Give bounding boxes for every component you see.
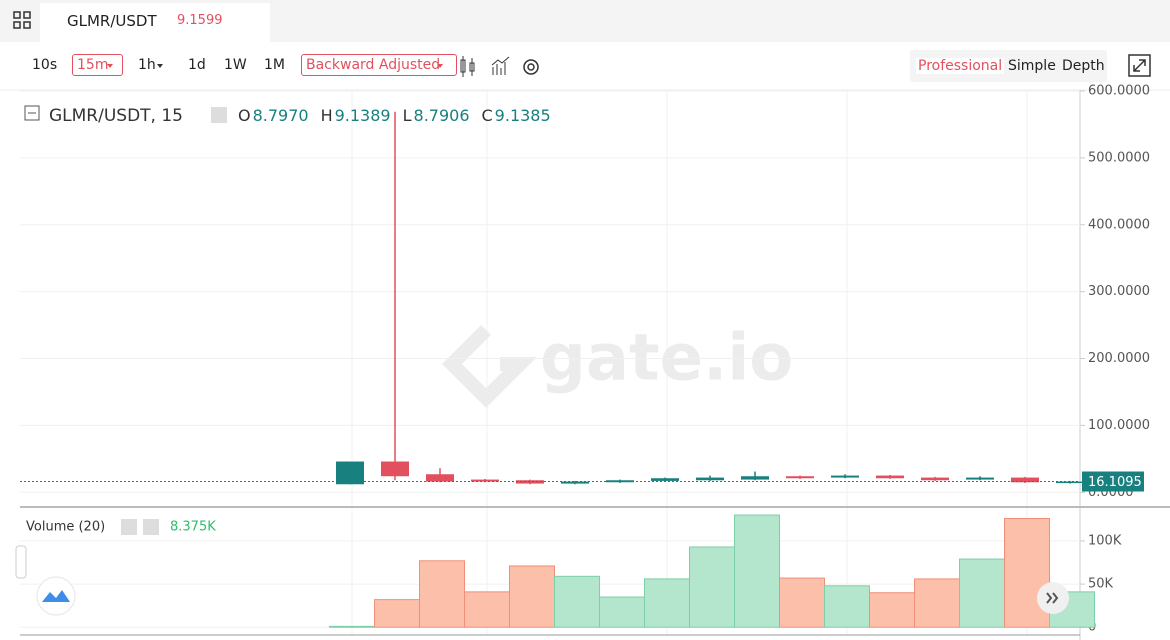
toolbar-icons[interactable]	[458, 55, 548, 79]
candle-body	[561, 481, 589, 484]
ohlc-value: 8.7906	[414, 106, 470, 125]
y-tick-label: 100K	[1088, 533, 1122, 548]
scroll-arrow	[1046, 592, 1059, 604]
candle-body	[651, 478, 679, 481]
candle-body	[471, 479, 499, 482]
ohlc-key: O	[238, 106, 251, 125]
dropdown-arrow	[107, 64, 113, 68]
logo-button[interactable]	[36, 576, 76, 616]
interval[interactable]: 1d	[188, 57, 206, 73]
volume-bar	[554, 575, 600, 628]
view-switch: Professional Simple Depth	[910, 50, 1107, 82]
interval[interactable]: 10s	[32, 57, 58, 73]
layout-icon[interactable]	[13, 11, 33, 31]
volume-bar	[329, 625, 375, 628]
time-grid	[351, 90, 1028, 635]
interval[interactable]: 1M	[264, 57, 285, 73]
view-tab[interactable]: Depth	[1062, 58, 1105, 74]
view-tab[interactable]: Professional	[916, 58, 1005, 74]
volume-bar	[734, 514, 780, 628]
candle-body	[876, 475, 904, 479]
volume-bar	[464, 591, 510, 628]
candle-body	[426, 474, 454, 482]
last-price-box	[1082, 471, 1144, 492]
candle-body	[1011, 477, 1039, 483]
tab-symbol: GLMR/USDT	[67, 12, 157, 30]
volume-last: 8.375K	[170, 520, 216, 535]
candle-body	[786, 476, 814, 479]
candle-body	[336, 461, 364, 485]
dropdown-arrow	[437, 64, 443, 68]
collapse-icon[interactable]	[24, 105, 40, 121]
chart-title: GLMR/USDT, 15	[49, 106, 183, 126]
volume-bar	[509, 565, 555, 628]
interval[interactable]: 1W	[224, 57, 247, 73]
close-icon[interactable]	[143, 519, 159, 535]
ohlc-value: 9.1385	[495, 106, 551, 125]
candle-body	[921, 477, 949, 481]
y-tick-label: 300.0000	[1088, 284, 1150, 299]
interval[interactable]: 1h	[138, 57, 156, 73]
adjust-select[interactable]: Backward Adjusted	[301, 54, 458, 76]
dropdown-arrow	[157, 64, 163, 68]
volume-bar	[959, 558, 1005, 628]
fullscreen-icon[interactable]	[1128, 54, 1152, 78]
y-tick-label: 100.0000	[1088, 418, 1150, 433]
volume-bar	[869, 592, 915, 628]
scroll-button[interactable]	[1037, 582, 1069, 614]
volume-bar	[374, 599, 420, 628]
symbol-tab[interactable]: GLMR/USDT 9.1599	[40, 3, 270, 42]
candle-body	[831, 475, 859, 478]
interval-selected[interactable]: 15m	[72, 54, 124, 76]
volume-bar	[914, 578, 960, 628]
y-tick-label: 500.0000	[1088, 150, 1150, 165]
settings-icon[interactable]	[211, 107, 227, 123]
ohlc-legend: O 8.7970 H 9.1389 L 8.7906 C 9.1385	[238, 106, 551, 125]
ohlc-value: 9.1389	[335, 106, 391, 125]
ohlc-key: L	[403, 106, 412, 125]
volume-title: Volume (20)	[26, 520, 105, 535]
logo-mark	[42, 590, 70, 602]
volume-bar	[599, 596, 645, 628]
last-price-label: 16.1095	[1088, 475, 1142, 490]
candle-body	[1056, 481, 1084, 484]
volume-bar	[644, 578, 690, 628]
volume-bar	[1004, 517, 1050, 628]
header-bar: GLMR/USDT 9.1599	[0, 0, 1170, 42]
candle-body	[741, 476, 769, 480]
ohlc-key: C	[482, 106, 493, 125]
volume-bar	[689, 546, 735, 628]
y-tick-label: 50K	[1088, 577, 1114, 592]
volume-bar	[824, 585, 870, 628]
y-tick-label: 400.0000	[1088, 217, 1150, 232]
settings-icon[interactable]	[121, 519, 137, 535]
candle-body	[381, 461, 409, 477]
volume-bar	[419, 560, 465, 628]
y-tick-label: 600.0000	[1088, 84, 1150, 99]
ohlc-key: H	[321, 106, 333, 125]
side-handle[interactable]	[15, 545, 27, 579]
tab-price: 9.1599	[177, 13, 223, 28]
ohlc-value: 8.7970	[253, 106, 309, 125]
candle-body	[696, 477, 724, 481]
view-tab[interactable]: Simple	[1008, 58, 1056, 74]
candle-body	[966, 477, 994, 480]
watermark-logo	[442, 325, 537, 408]
y-tick-label: 200.0000	[1088, 351, 1150, 366]
volume-bar	[779, 577, 825, 628]
